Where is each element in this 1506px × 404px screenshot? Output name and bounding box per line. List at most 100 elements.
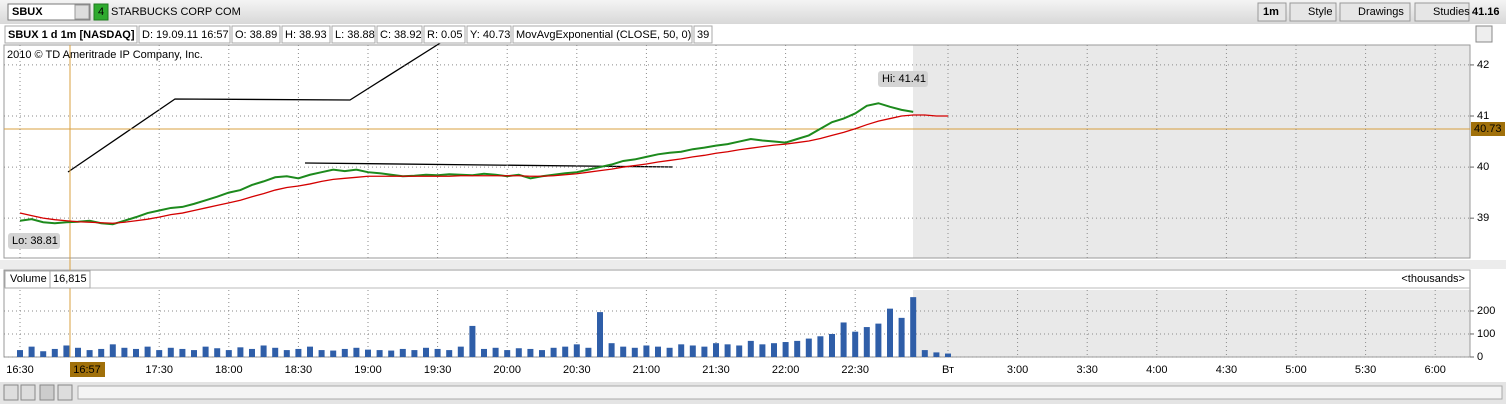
volume-bar <box>51 348 58 357</box>
header-field: Y: 40.73 <box>470 29 510 41</box>
volume-bar <box>643 345 650 357</box>
header-field: O: 38.89 <box>235 29 277 41</box>
toolbar-button[interactable] <box>1414 2 1470 22</box>
volume-bar <box>794 340 801 357</box>
last-price: 41.16 <box>1472 6 1500 18</box>
y-tick-label: 40 <box>1477 161 1489 173</box>
volume-bar <box>17 350 23 357</box>
scrollbar[interactable] <box>77 385 1503 400</box>
volume-bar <box>678 344 685 357</box>
symbol-dropdown[interactable] <box>74 4 90 20</box>
toolbar-button[interactable] <box>1289 2 1337 22</box>
x-tick-label: 22:30 <box>841 364 869 376</box>
x-tick-label: 17:30 <box>145 364 173 376</box>
price-panel <box>3 44 1471 259</box>
x-tick-label: 3:30 <box>1076 364 1097 376</box>
link-badge[interactable] <box>93 3 109 21</box>
drawings[interactable] <box>67 39 674 173</box>
volume-bar <box>515 348 522 357</box>
volume-bar <box>109 344 116 357</box>
volume-bar <box>805 338 812 357</box>
volume-bar <box>492 347 499 357</box>
chart-title: SBUX 1 d 1m [NASDAQ] <box>8 29 135 41</box>
toolbar-button-label[interactable]: Drawings <box>1358 6 1404 18</box>
zoom-in-button[interactable] <box>20 384 36 401</box>
volume-bar <box>736 345 743 357</box>
volume-bar <box>573 344 580 357</box>
toolbar-button-label[interactable]: Style <box>1308 6 1332 18</box>
header-box <box>4 25 138 44</box>
volume-bar <box>620 346 627 357</box>
volume-bar <box>504 350 511 357</box>
volume-bar <box>86 350 93 357</box>
header-field: C: 38.92 <box>380 29 422 41</box>
volume-bar <box>945 353 951 357</box>
volume-bar <box>701 346 708 357</box>
volume-bar <box>179 348 186 357</box>
chart-settings-button[interactable] <box>1475 25 1493 43</box>
volume-bar <box>933 352 940 357</box>
cursor-button[interactable] <box>57 384 73 401</box>
price-line <box>19 114 948 224</box>
volume-bar <box>608 343 615 357</box>
header-box <box>423 25 466 44</box>
volume-bar <box>388 350 395 357</box>
toolbar-button[interactable] <box>1339 2 1411 22</box>
volume-value-box <box>49 270 91 289</box>
symbol-input[interactable] <box>7 3 91 21</box>
header-field: L: 38.88 <box>335 29 375 41</box>
crosshair-time: 16:57 <box>73 364 101 376</box>
volume-bar <box>202 346 209 357</box>
volume-bar <box>283 350 290 357</box>
volume-bar <box>144 346 151 357</box>
toolbar-button-label[interactable]: Studies <box>1433 6 1470 18</box>
x-tick-label: 4:00 <box>1146 364 1167 376</box>
crosshair-price: 40.73 <box>1474 123 1502 135</box>
volume-bar <box>631 347 638 357</box>
volume-bar <box>318 350 325 357</box>
trend-line[interactable] <box>304 162 674 168</box>
crosshair-price-box <box>1471 122 1505 136</box>
y-tick-label: 0 <box>1477 351 1483 363</box>
y-tick-label: 200 <box>1477 305 1495 317</box>
volume-bar <box>771 343 777 357</box>
trend-line[interactable] <box>67 39 446 173</box>
toolbar-button[interactable] <box>1257 2 1287 22</box>
x-tick-label: 5:30 <box>1355 364 1376 376</box>
x-tick-label: 21:00 <box>633 364 661 376</box>
copyright: 2010 © TD Ameritrade IP Company, Inc. <box>7 49 203 61</box>
volume-bar <box>121 347 128 357</box>
volume-bar <box>260 345 267 357</box>
volume-title: Volume <box>10 273 47 285</box>
bottom-buttons <box>3 384 1503 401</box>
zoom-out-button[interactable] <box>39 384 55 401</box>
volume-bar <box>295 348 302 357</box>
x-tick-label: 18:30 <box>285 364 313 376</box>
volume-bar <box>724 344 731 357</box>
volume-bar <box>527 348 534 357</box>
volume-bar <box>875 323 882 357</box>
volume-bar <box>550 347 557 357</box>
toolbar-button-label[interactable]: 1m <box>1263 6 1279 18</box>
volume-bar <box>156 350 163 357</box>
crosshair-time-box <box>70 362 105 377</box>
volume-bar <box>910 297 917 357</box>
annotation-box <box>8 233 60 249</box>
x-tick-label: 3:00 <box>1007 364 1028 376</box>
toolbar <box>0 0 1506 24</box>
x-tick-label: 20:00 <box>493 364 521 376</box>
panel-divider[interactable] <box>0 260 1506 269</box>
volume-bar <box>817 336 824 357</box>
volume-bar <box>782 342 789 357</box>
x-tick-label: 20:30 <box>563 364 591 376</box>
volume-bar <box>365 349 371 357</box>
volume-bar <box>330 350 337 357</box>
volume-bar <box>585 347 592 357</box>
price-line <box>19 102 914 226</box>
header-field: R: 0.05 <box>427 29 462 41</box>
company-name: STARBUCKS CORP COM <box>111 6 241 18</box>
symbol[interactable]: SBUX <box>12 6 43 18</box>
pan-button[interactable] <box>3 384 19 401</box>
volume-bar <box>399 348 406 357</box>
